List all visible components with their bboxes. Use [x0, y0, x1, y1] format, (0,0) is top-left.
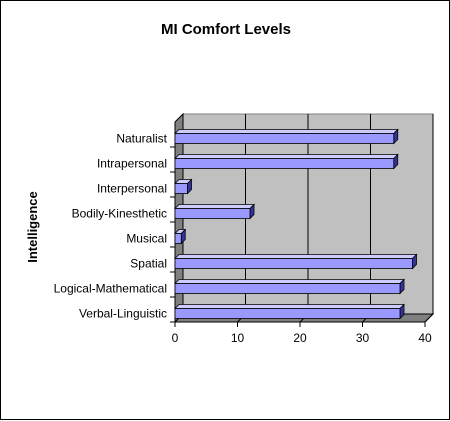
- bar: [174, 283, 401, 294]
- bar: [174, 183, 188, 194]
- x-tick-label: 30: [356, 331, 370, 345]
- bar: [174, 208, 251, 219]
- bar-top: [174, 279, 405, 284]
- bar: [174, 233, 182, 244]
- y-tick-label: Spatial: [130, 257, 167, 271]
- bar-top: [174, 254, 418, 259]
- bar: [174, 308, 401, 319]
- y-tick-label: Interpersonal: [97, 182, 167, 196]
- x-tick-label: 40: [418, 331, 432, 345]
- x-tick-label: 20: [293, 331, 307, 345]
- bar: [174, 158, 395, 169]
- plot-area: 0 10 20 30 40 Verbal-Linguistic Logical-Mathem…: [54, 112, 435, 345]
- y-axis-title: Intelligence: [25, 191, 40, 263]
- bar-top: [174, 304, 405, 309]
- y-tick-label: Musical: [126, 232, 167, 246]
- x-tick-label: 0: [172, 331, 179, 345]
- y-tick-label: Intrapersonal: [97, 157, 167, 171]
- y-tick-label: Bodily-Kinesthetic: [72, 207, 167, 221]
- y-tick-label: Logical-Mathematical: [54, 282, 167, 296]
- chart-title: MI Comfort Levels: [161, 21, 291, 38]
- y-tick-label: Verbal-Linguistic: [79, 307, 167, 321]
- y-tick-label: Naturalist: [116, 132, 167, 146]
- gridline-floor: [424, 313, 434, 323]
- bar: [174, 258, 413, 269]
- bar: [174, 133, 395, 144]
- bar-top: [174, 129, 399, 134]
- x-tick-label: 10: [231, 331, 245, 345]
- bar-top: [174, 204, 255, 209]
- bar-top: [174, 154, 399, 159]
